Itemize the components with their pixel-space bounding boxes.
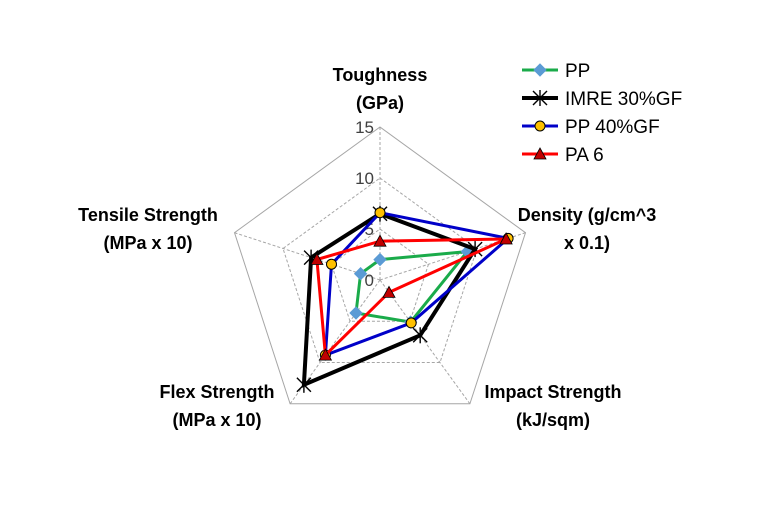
series-line [315,237,507,359]
data-point [405,317,417,329]
data-point [532,90,548,106]
data-point [310,252,324,265]
data-point [533,63,547,77]
data-point [353,266,368,281]
tick-label: 10 [355,169,374,188]
legend-item: PA 6 [522,145,604,166]
data-point [533,147,547,160]
legend-label: PP [565,61,590,82]
data-point [349,306,363,320]
legend-label: IMRE 30%GF [565,89,682,110]
data-point [318,348,333,361]
legend-item: PP 40%GF [522,117,660,138]
axis-labels: Toughness (GPa) Density (g/cm^3 x 0.1) Impac… [78,65,656,430]
data-point [499,232,513,245]
radial-tick-labels: 0 5 10 15 [355,118,374,290]
series-line [323,211,512,358]
axis-label: Flex Strength (MPa x 10) [159,382,274,430]
series-line [301,211,479,388]
data-series [296,205,514,393]
legend-label: PA 6 [565,145,604,166]
tick-label: 5 [365,220,374,239]
legend-label: PP 40%GF [565,117,660,138]
data-point [326,258,337,270]
tick-label: 0 [365,271,374,290]
data-point [373,234,387,247]
data-point [296,376,312,393]
data-point [373,252,387,267]
data-point [382,285,396,298]
grid-ring [233,126,527,405]
data-point [534,120,546,132]
tick-label: 15 [355,118,374,137]
axis-label: Impact Strength (kJ/sqm) [484,382,621,430]
series-pa-6 [310,232,513,361]
data-point [412,327,428,344]
series-imre-30-gf [296,205,483,393]
data-point [374,207,386,219]
axis-label: Density (g/cm^3 x 0.1) [518,205,657,253]
legend: PP IMRE 30%GF PP 40%GF PA 6 [522,61,682,166]
legend-item: IMRE 30%GF [522,89,682,110]
grid-spoke [379,279,471,405]
axis-label: Tensile Strength (MPa x 10) [78,205,218,253]
axis-label: Toughness (GPa) [333,65,428,113]
legend-item: PP [522,61,590,82]
